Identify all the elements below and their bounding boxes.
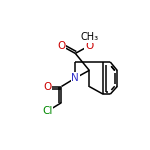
Text: CH₃: CH₃ xyxy=(80,32,98,42)
Text: N: N xyxy=(71,73,79,83)
Text: O: O xyxy=(85,41,93,51)
Text: Cl: Cl xyxy=(42,106,53,116)
Text: O: O xyxy=(57,41,66,51)
Text: O: O xyxy=(43,82,52,92)
